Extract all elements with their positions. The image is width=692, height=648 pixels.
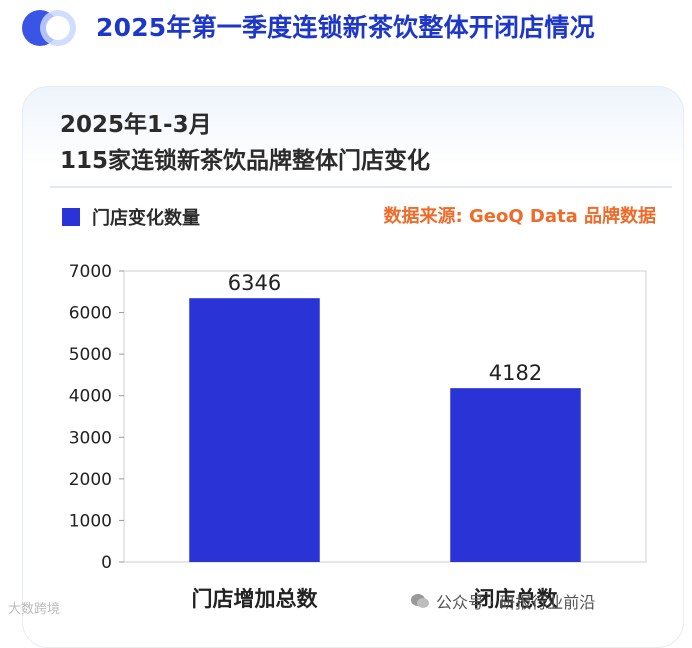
wechat-icon — [411, 594, 429, 608]
bar — [189, 298, 320, 562]
x-category-label: 闭店总数 — [474, 587, 559, 611]
data-label: 6346 — [228, 271, 281, 295]
logo-icon — [22, 8, 82, 46]
y-tick-label: 6000 — [69, 304, 112, 324]
data-source: 数据来源: GeoQ Data 品牌数据 — [383, 206, 657, 227]
y-tick-label: 0 — [101, 553, 112, 573]
y-tick-label: 4000 — [69, 387, 112, 407]
chart-title-line1: 2025年1-3月 — [60, 112, 212, 138]
chart-title: 2025年1-3月 115家连锁新茶饮品牌整体门店变化 — [60, 107, 430, 179]
page-title: 2025年第一季度连锁新茶饮整体开闭店情况 — [96, 13, 595, 42]
y-tick-label: 3000 — [69, 428, 112, 448]
y-tick-label: 5000 — [69, 345, 112, 365]
plot-frame — [123, 270, 647, 563]
legend: 门店变化数量 — [62, 204, 200, 230]
data-label: 4182 — [489, 361, 542, 385]
footer-brand: 公众号 · 研报行业前沿 — [410, 588, 595, 614]
header: 2025年第一季度连锁新茶饮整体开闭店情况 — [0, 0, 692, 60]
y-tick-label: 7000 — [69, 262, 112, 282]
legend-label: 门店变化数量 — [92, 208, 200, 229]
x-category-label: 门店增加总数 — [192, 587, 319, 611]
y-tick-label: 2000 — [69, 470, 112, 490]
bar — [450, 388, 581, 562]
footer-brand-label: 公众号 · 研报行业前沿 — [436, 593, 596, 612]
legend-swatch — [62, 208, 80, 226]
divider — [50, 186, 672, 188]
watermark: 大数跨境 — [8, 602, 61, 617]
bar-chart: 0 1000 2000 3000 4000 5000 6000 7000 6346 门店增加总数 4… — [69, 262, 647, 611]
y-tick-label: 1000 — [69, 511, 112, 531]
chart-title-line2: 115家连锁新茶饮品牌整体门店变化 — [60, 148, 431, 174]
